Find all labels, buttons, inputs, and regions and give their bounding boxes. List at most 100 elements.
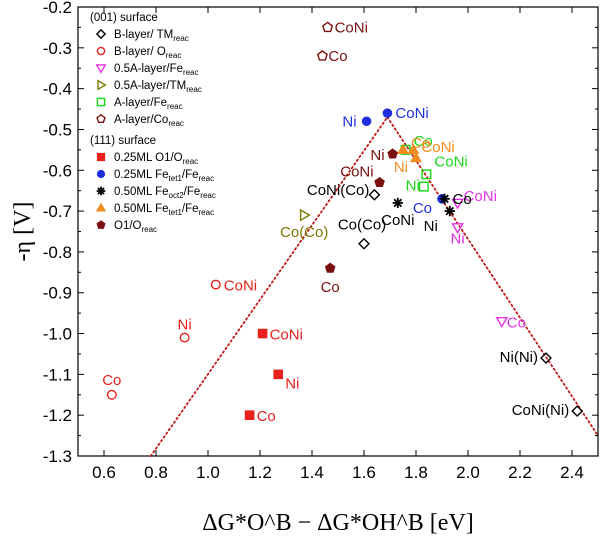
point-label: Co: [257, 408, 276, 425]
legend-subscript: reac: [183, 68, 199, 77]
data-point: [324, 262, 336, 273]
legend-entry-label: B-layer/ TMreac: [114, 29, 189, 43]
data-point: [316, 50, 328, 61]
point-label: CoNi: [335, 19, 368, 36]
data-point: [179, 332, 190, 343]
data-point: [273, 369, 283, 380]
y-axis-label: -η [V]: [10, 202, 36, 262]
point-label: CoNi: [381, 212, 414, 229]
legend-group-title: (001) surface: [90, 12, 158, 24]
data-point: [387, 148, 398, 159]
legend-main-text: 0.5A-layer/Fe: [114, 63, 183, 75]
legend-subscript: reac: [166, 51, 182, 60]
x-tick-label: 1.2: [248, 463, 272, 482]
data-point: [358, 237, 370, 250]
point-label: CoNi: [395, 105, 428, 122]
legend-marker: [96, 220, 106, 229]
point-label: Ni: [285, 375, 299, 392]
data-point: [540, 352, 552, 364]
legend-subscript: reac: [199, 174, 215, 183]
point-label: Co: [328, 48, 347, 65]
star-stroke: [97, 187, 105, 195]
legend-main-text: B-layer/ TM: [114, 29, 173, 41]
data-point: [409, 151, 423, 163]
point-label: Co: [453, 191, 472, 208]
data-point: [257, 328, 268, 339]
data-point: [392, 197, 403, 209]
y-tick-label: -1.3: [43, 447, 72, 466]
data-point: [322, 21, 334, 33]
data-point: [571, 405, 584, 418]
series-group: CoNi Ni Co: [244, 327, 303, 425]
y-tick-label: -0.4: [43, 80, 72, 99]
legend-marker: [96, 152, 106, 162]
legend-marker: [95, 28, 107, 40]
axis-labels: -η [V] ΔG*O^B − ΔG*OH^B [eV]: [10, 202, 474, 536]
y-tick-label: -1.0: [43, 325, 72, 344]
legend-entry-label: A-layer/Coreac: [114, 114, 184, 128]
point-label: CoNi: [224, 278, 257, 295]
y-tick-label: -0.7: [43, 202, 72, 221]
point-label: Co: [507, 314, 526, 331]
y-tick-label: -0.5: [43, 120, 72, 139]
data-point: [451, 223, 464, 234]
point-label: Ni: [451, 230, 465, 247]
legend-main-text: 0.25ML O1/O: [114, 152, 183, 164]
data-point: [439, 193, 450, 205]
data-point: [382, 108, 393, 118]
data-point: [361, 116, 372, 127]
point-label: CoNi(Co): [307, 182, 370, 199]
legend-subscript: reac: [183, 157, 199, 166]
point-label: Ni: [406, 178, 420, 195]
point-label: Co: [102, 372, 121, 389]
star-stroke: [440, 194, 449, 204]
legend-marker: [96, 97, 106, 107]
legend-group-title: (111) surface: [90, 135, 156, 147]
x-tick-label: 2.0: [456, 463, 480, 482]
y-tick-label: -0.8: [43, 243, 72, 262]
data-point: [374, 176, 385, 188]
data-point: [421, 169, 432, 180]
y-tick-label: -0.6: [43, 161, 72, 180]
legend-subscript: tet1: [169, 174, 183, 183]
axis-ticks: 0.6 0.8 1.0 1.2 1.4 1.6 1.8 2.0 2.2 2.4 -0.2 -0.3 -0…: [43, 0, 598, 482]
data-point: [368, 188, 381, 201]
y-tick-label: -1.1: [43, 365, 72, 384]
legend-entry-label: 0.5A-layer/TMreac: [114, 80, 202, 94]
point-label: Co: [414, 133, 433, 150]
point-label: Ni: [394, 159, 408, 176]
x-tick-label: 2.2: [508, 463, 532, 482]
volcano-line: [386, 116, 599, 437]
legend-main-text: /Fe: [184, 186, 201, 198]
point-label: CoNi: [421, 139, 454, 156]
data-point: [244, 410, 255, 420]
legend-marker: [97, 79, 107, 91]
data-point: [495, 316, 509, 328]
legend-main-text: O1/O: [114, 220, 142, 232]
legend-subscript: reac: [167, 102, 183, 111]
x-tick-label: 1.6: [352, 463, 376, 482]
point-label: Ni: [342, 113, 356, 130]
legend-marker: [96, 186, 106, 196]
legend-entry-label: B-layer/ Oreac: [114, 46, 181, 60]
x-axis-label: ΔG*O^B − ΔG*OH^B [eV]: [202, 510, 474, 536]
data-point: [418, 181, 429, 192]
legend-main-text: A-layer/Fe: [114, 97, 167, 109]
point-label: Co: [321, 279, 340, 296]
x-tick-label: 0.8: [144, 463, 168, 482]
x-tick-label: 1.0: [196, 463, 220, 482]
legend-subscript: reac: [173, 34, 189, 43]
legend-marker: [95, 64, 107, 74]
point-label: CoNi: [434, 153, 467, 170]
volcano-line: [149, 116, 389, 457]
x-tick-label: 2.4: [560, 463, 584, 482]
legend-entry-label: 0.25ML Fetet1/Fereac: [114, 169, 214, 183]
legend-main-text: 0.25ML Fe: [114, 169, 169, 181]
legend-main-text: 0.5A-layer/TM: [114, 80, 186, 92]
legend-subscript: reac: [141, 225, 157, 234]
legend-marker: [96, 46, 106, 56]
